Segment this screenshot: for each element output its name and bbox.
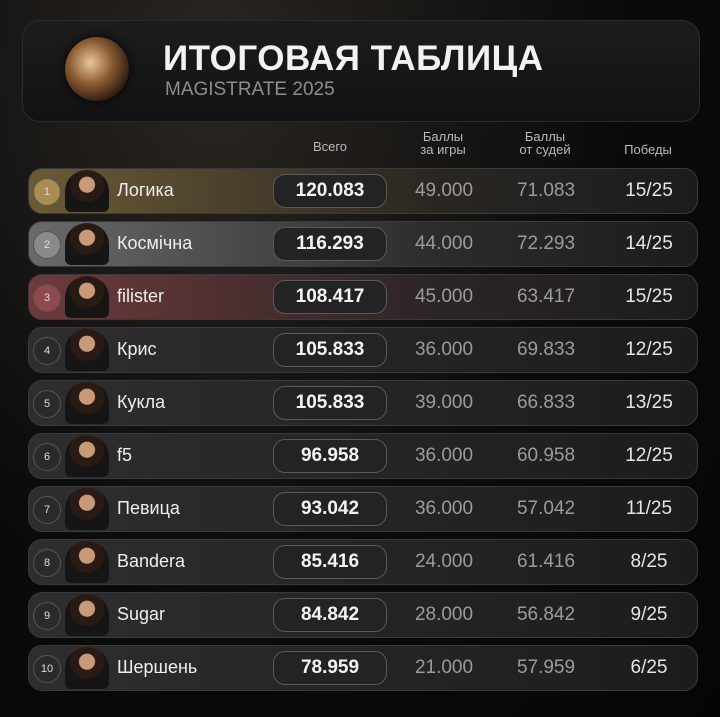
table-row: 2 Космічна 116.293 44.000 72.293 14/25 bbox=[28, 221, 698, 267]
game-score: 39.000 bbox=[414, 392, 474, 413]
player-name: f5 bbox=[117, 445, 133, 465]
wins: 11/25 bbox=[625, 498, 673, 519]
total-score: 85.416 bbox=[273, 545, 387, 579]
player-name: Певица bbox=[117, 498, 180, 518]
wins: 6/25 bbox=[630, 657, 668, 678]
column-header: Баллы от судей bbox=[519, 129, 571, 157]
column-header: Баллы за игры bbox=[420, 129, 466, 157]
table-row: 8 Bandera 85.416 24.000 61.416 8/25 bbox=[28, 539, 698, 585]
judge-score: 60.958 bbox=[516, 445, 576, 466]
avatar bbox=[65, 435, 109, 477]
total-score: 96.958 bbox=[273, 439, 387, 473]
table-row: 10 Шершень 78.959 21.000 57.959 6/25 bbox=[28, 645, 698, 691]
game-score: 49.000 bbox=[414, 180, 474, 201]
total-score: 84.842 bbox=[273, 598, 387, 632]
judge-score: 69.833 bbox=[516, 339, 576, 360]
rank-badge: 5 bbox=[33, 390, 61, 418]
wins: 14/25 bbox=[625, 233, 673, 254]
total-score: 120.083 bbox=[273, 174, 387, 208]
table-row: 9 Sugar 84.842 28.000 56.842 9/25 bbox=[28, 592, 698, 638]
game-score: 24.000 bbox=[414, 551, 474, 572]
wins: 13/25 bbox=[625, 392, 673, 413]
game-score: 36.000 bbox=[414, 445, 474, 466]
rank-badge: 2 bbox=[33, 231, 61, 259]
total-score: 108.417 bbox=[273, 280, 387, 314]
avatar bbox=[65, 594, 109, 636]
wins: 12/25 bbox=[625, 445, 673, 466]
game-score: 21.000 bbox=[414, 657, 474, 678]
subtitle: MAGISTRATE 2025 bbox=[165, 79, 335, 100]
judge-score: 56.842 bbox=[516, 604, 576, 625]
player-name: Крис bbox=[117, 339, 157, 359]
avatar bbox=[65, 488, 109, 530]
rank-badge: 10 bbox=[33, 655, 61, 683]
avatar bbox=[65, 647, 109, 689]
game-score: 44.000 bbox=[414, 233, 474, 254]
game-score: 45.000 bbox=[414, 286, 474, 307]
column-header: Всего bbox=[312, 139, 348, 154]
player-name: Логика bbox=[117, 180, 174, 200]
player-name: Кукла bbox=[117, 392, 166, 412]
player-name: Sugar bbox=[117, 604, 166, 624]
rank-badge: 6 bbox=[33, 443, 61, 471]
player-name: Bandera bbox=[117, 551, 186, 571]
rank-badge: 7 bbox=[33, 496, 61, 524]
game-score: 36.000 bbox=[414, 339, 474, 360]
total-score: 78.959 bbox=[273, 651, 387, 685]
total-score: 105.833 bbox=[273, 333, 387, 367]
table-row: 4 Крис 105.833 36.000 69.833 12/25 bbox=[28, 327, 698, 373]
judge-score: 61.416 bbox=[516, 551, 576, 572]
logo bbox=[65, 37, 129, 101]
header-card: ИТОГОВАЯ ТАБЛИЦА MAGISTRATE 2025 bbox=[22, 20, 700, 122]
rank-badge: 1 bbox=[33, 178, 61, 206]
rank-badge: 4 bbox=[33, 337, 61, 365]
avatar bbox=[65, 170, 109, 212]
game-score: 36.000 bbox=[414, 498, 474, 519]
total-score: 105.833 bbox=[273, 386, 387, 420]
table-row: 3 filister 108.417 45.000 63.417 15/25 bbox=[28, 274, 698, 320]
avatar bbox=[65, 382, 109, 424]
total-score: 116.293 bbox=[273, 227, 387, 261]
table-row: 1 Логика 120.083 49.000 71.083 15/25 bbox=[28, 168, 698, 214]
judge-score: 66.833 bbox=[516, 392, 576, 413]
rank-badge: 8 bbox=[33, 549, 61, 577]
judge-score: 57.959 bbox=[516, 657, 576, 678]
title: ИТОГОВАЯ ТАБЛИЦА bbox=[163, 39, 544, 78]
judge-score: 63.417 bbox=[516, 286, 576, 307]
avatar bbox=[65, 329, 109, 371]
avatar bbox=[65, 541, 109, 583]
rank-badge: 3 bbox=[33, 284, 61, 312]
column-header: Победы bbox=[624, 142, 672, 157]
avatar bbox=[65, 276, 109, 318]
judge-score: 71.083 bbox=[516, 180, 576, 201]
wins: 15/25 bbox=[625, 180, 673, 201]
wins: 9/25 bbox=[630, 604, 668, 625]
total-score: 93.042 bbox=[273, 492, 387, 526]
table-row: 7 Певица 93.042 36.000 57.042 11/25 bbox=[28, 486, 698, 532]
wins: 8/25 bbox=[630, 551, 668, 572]
rank-badge: 9 bbox=[33, 602, 61, 630]
table-row: 5 Кукла 105.833 39.000 66.833 13/25 bbox=[28, 380, 698, 426]
player-name: Шершень bbox=[117, 657, 198, 677]
game-score: 28.000 bbox=[414, 604, 474, 625]
avatar bbox=[65, 223, 109, 265]
judge-score: 72.293 bbox=[516, 233, 576, 254]
player-name: Космічна bbox=[117, 233, 193, 253]
player-name: filister bbox=[117, 286, 165, 306]
wins: 15/25 bbox=[625, 286, 673, 307]
table-row: 6 f5 96.958 36.000 60.958 12/25 bbox=[28, 433, 698, 479]
wins: 12/25 bbox=[625, 339, 673, 360]
judge-score: 57.042 bbox=[516, 498, 576, 519]
